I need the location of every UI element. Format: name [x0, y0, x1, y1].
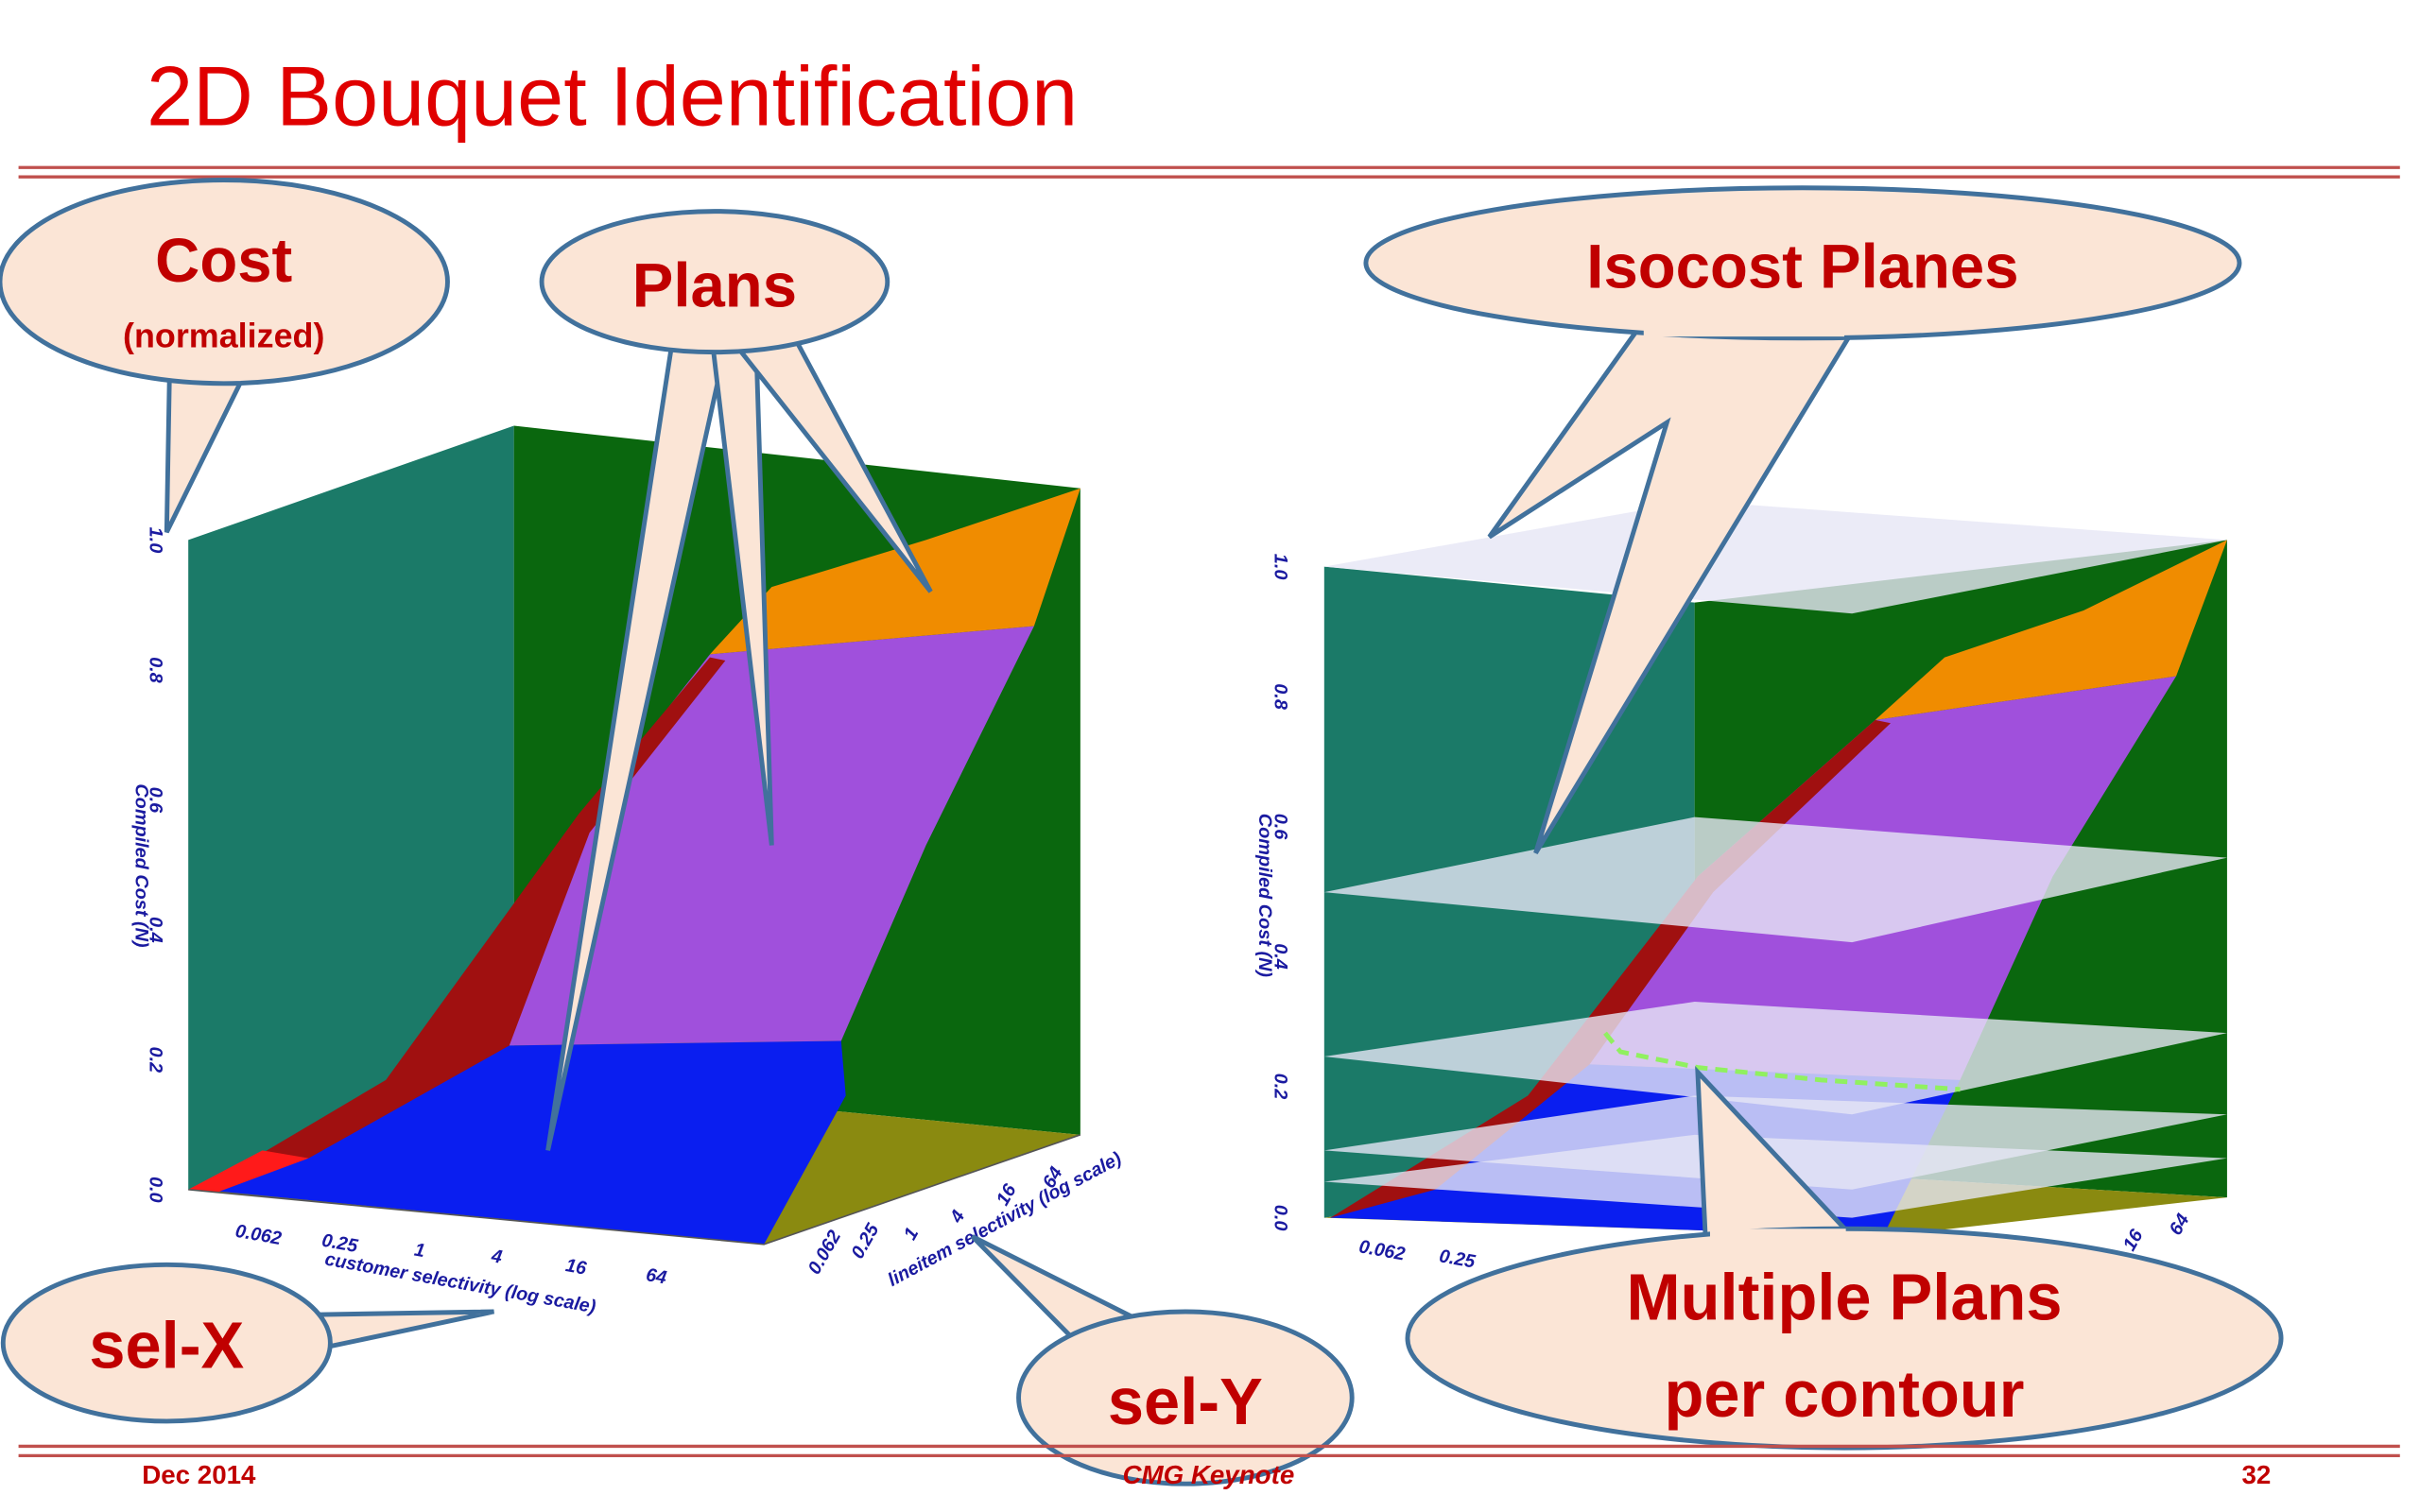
isocost-planes — [1323, 501, 2227, 1218]
callout-multiple: Multiple Plans per contour — [1405, 1066, 2284, 1451]
slide-title: 2D Bouquet Identification — [147, 49, 1078, 144]
callout-text: Cost — [155, 225, 292, 296]
y-tick-label: 0.6 — [145, 787, 165, 815]
y-tick-label: 0.4 — [1270, 943, 1291, 970]
z-tick-label: 4 — [945, 1207, 969, 1228]
y-ticks: 1.0 0.8 0.6 0.4 0.2 0.0 — [1270, 554, 1291, 1231]
z-tick-label: 64 — [2166, 1211, 2194, 1239]
x-tick-label: 0.062 — [1357, 1236, 1407, 1264]
plot-left: Compiled Cost (N) 1.0 0.8 0.6 0.4 0.2 0.… — [131, 425, 1125, 1317]
callout-text: sel-X — [89, 1308, 244, 1383]
callout-text: sel-Y — [1108, 1365, 1263, 1439]
x-axis-label: customer selectivity (log scale) — [323, 1248, 597, 1317]
y-axis-label: Compiled Cost (N) — [131, 783, 152, 947]
x-tick-label: 64 — [645, 1264, 668, 1289]
callout-text: Multiple Plans — [1627, 1260, 2063, 1334]
y-tick-label: 1.0 — [1270, 554, 1291, 580]
y-tick-label: 0.2 — [145, 1047, 165, 1074]
z-tick-label: 16 — [2119, 1225, 2148, 1254]
x-tick-label: 1 — [413, 1240, 427, 1263]
z-tick-label: 0.062 — [804, 1227, 845, 1278]
x-tick-label: 16 — [564, 1255, 589, 1280]
callout-plans: Plans — [539, 209, 933, 1151]
x-tick-label: 0.062 — [233, 1221, 283, 1249]
y-tick-label: 1.0 — [145, 527, 165, 554]
callout-sel-y: sel-Y — [970, 1234, 1355, 1486]
y-tick-label: 0.8 — [145, 657, 165, 683]
z-tick-label: 0.25 — [847, 1219, 883, 1262]
callout-text: Isocost Planes — [1586, 231, 2018, 301]
footer-event: CMG Keynote — [1122, 1460, 1294, 1489]
plot-right: Compiled Cost (N) 1.0 0.8 0.6 0.4 0.2 0.… — [1254, 501, 2227, 1273]
y-tick-label: 0.2 — [1270, 1074, 1291, 1100]
z-tick-label: 1 — [900, 1224, 923, 1244]
y-tick-label: 0.8 — [1270, 683, 1291, 710]
y-tick-label: 0.0 — [1270, 1205, 1291, 1231]
callout-cost: Cost (normalized) — [0, 178, 450, 534]
footer-rule — [18, 1444, 2400, 1458]
callout-isocost: Isocost Planes — [1363, 185, 2242, 854]
footer-page: 32 — [2242, 1460, 2272, 1489]
y-tick-label: 0.0 — [145, 1177, 165, 1203]
callout-sel-x: sel-X — [0, 1262, 494, 1424]
x-tick-label: 4 — [489, 1246, 504, 1268]
callout-text: Plans — [632, 249, 797, 320]
callout-text: per contour — [1665, 1357, 2025, 1432]
y-ticks: 1.0 0.8 0.6 0.4 0.2 0.0 — [145, 527, 165, 1203]
y-tick-label: 0.6 — [1270, 814, 1291, 841]
y-axis-label: Compiled Cost (N) — [1254, 814, 1275, 977]
callout-subtext: (normalized) — [123, 316, 324, 354]
y-tick-label: 0.4 — [145, 917, 165, 943]
x-tick-label: 0.25 — [1438, 1246, 1478, 1273]
header-rule — [18, 165, 2400, 179]
footer-date: Dec 2014 — [142, 1460, 256, 1489]
